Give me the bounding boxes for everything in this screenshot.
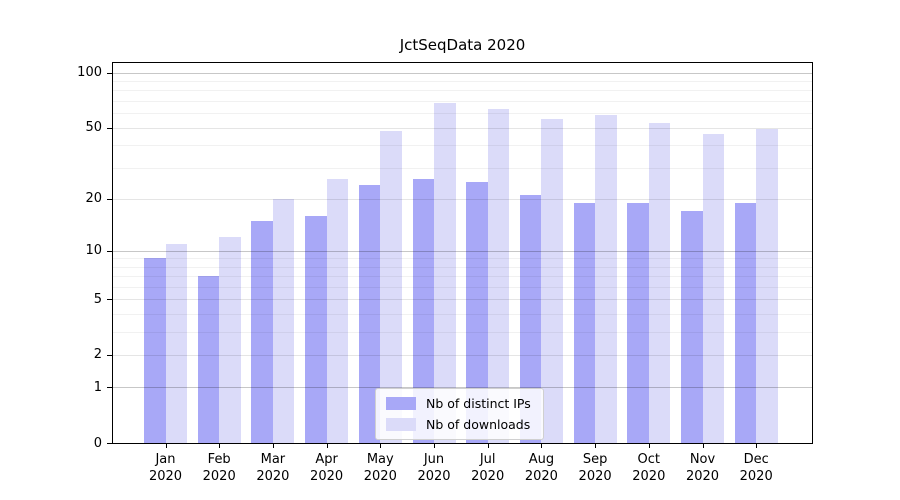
x-tick: [487, 444, 489, 448]
x-tick-label: Feb 2020: [202, 452, 236, 484]
legend-swatch: [386, 418, 416, 431]
x-tick: [219, 444, 221, 448]
bar: [358, 184, 381, 443]
x-tick: [272, 444, 274, 448]
x-tick-label: Oct 2020: [632, 452, 666, 484]
bar: [326, 178, 349, 443]
bar: [272, 198, 295, 443]
legend-swatch: [386, 397, 416, 410]
y-tick-label: 0: [93, 435, 102, 451]
x-tick: [380, 444, 382, 448]
x-tick-label: Mar 2020: [256, 452, 290, 484]
bar: [702, 134, 724, 443]
x-tick: [434, 444, 435, 448]
minor-gridline: [113, 101, 812, 102]
x-tick-label: Sep 2020: [578, 452, 612, 484]
x-tick-label: May 2020: [363, 452, 397, 484]
bar: [573, 202, 596, 443]
x-tick: [756, 444, 758, 448]
bar: [305, 215, 327, 443]
x-tick-label: Jun 2020: [417, 452, 451, 484]
chart-title: JctSeqData 2020: [399, 36, 526, 54]
bar: [412, 178, 434, 443]
bar: [251, 220, 273, 443]
x-tick: [165, 444, 167, 448]
legend: Nb of distinct IPs Nb of downloads: [375, 388, 544, 440]
x-tick-label: Jan 2020: [148, 452, 183, 484]
bar: [197, 276, 220, 443]
y-tick: [107, 387, 112, 389]
legend-item: Nb of downloads: [386, 417, 531, 432]
x-tick-label: Jul 2020: [471, 452, 505, 484]
minor-gridline: [113, 81, 812, 83]
x-tick-label: Aug 2020: [524, 452, 558, 484]
x-tick: [595, 444, 597, 448]
y-tick-label: 2: [93, 347, 102, 363]
legend-label: Nb of downloads: [426, 417, 531, 432]
y-tick-label: 10: [85, 243, 102, 259]
bar: [219, 237, 241, 443]
y-tick-label: 1: [93, 379, 102, 395]
x-tick: [648, 444, 650, 448]
bar: [380, 130, 402, 443]
y-tick: [107, 354, 112, 356]
legend-label: Nb of distinct IPs: [426, 396, 531, 411]
y-tick: [107, 443, 112, 444]
bar: [434, 103, 456, 443]
x-tick: [702, 444, 704, 448]
x-tick-label: Nov 2020: [685, 452, 720, 484]
y-tick: [107, 198, 112, 200]
y-tick: [107, 72, 112, 74]
x-tick: [541, 444, 543, 448]
bar: [734, 202, 757, 443]
y-tick: [107, 127, 112, 129]
minor-gridline: [113, 90, 812, 92]
legend-item: Nb of distinct IPs: [386, 396, 531, 411]
bar: [648, 123, 671, 443]
x-tick: [326, 444, 328, 448]
y-tick-label: 100: [77, 65, 102, 81]
x-tick-label: Dec 2020: [739, 452, 773, 484]
y-tick: [107, 250, 112, 252]
y-tick: [107, 299, 112, 301]
bar: [627, 202, 649, 443]
bar: [541, 118, 563, 443]
y-tick-label: 50: [85, 120, 102, 135]
plot-area: Nb of distinct IPs Nb of downloads: [112, 62, 813, 444]
bar: [519, 195, 542, 443]
bar: [487, 109, 510, 443]
bar: [165, 243, 187, 443]
bar: [681, 211, 703, 443]
x-tick-label: Apr 2020: [310, 452, 344, 484]
bar: [144, 258, 166, 443]
gridline: [113, 127, 812, 129]
bar: [756, 129, 778, 443]
bar: [466, 181, 488, 443]
gridline: [113, 72, 812, 74]
y-tick-label: 5: [93, 291, 102, 307]
y-tick-label: 20: [85, 191, 102, 207]
minor-gridline: [113, 113, 812, 115]
bar: [595, 114, 617, 443]
